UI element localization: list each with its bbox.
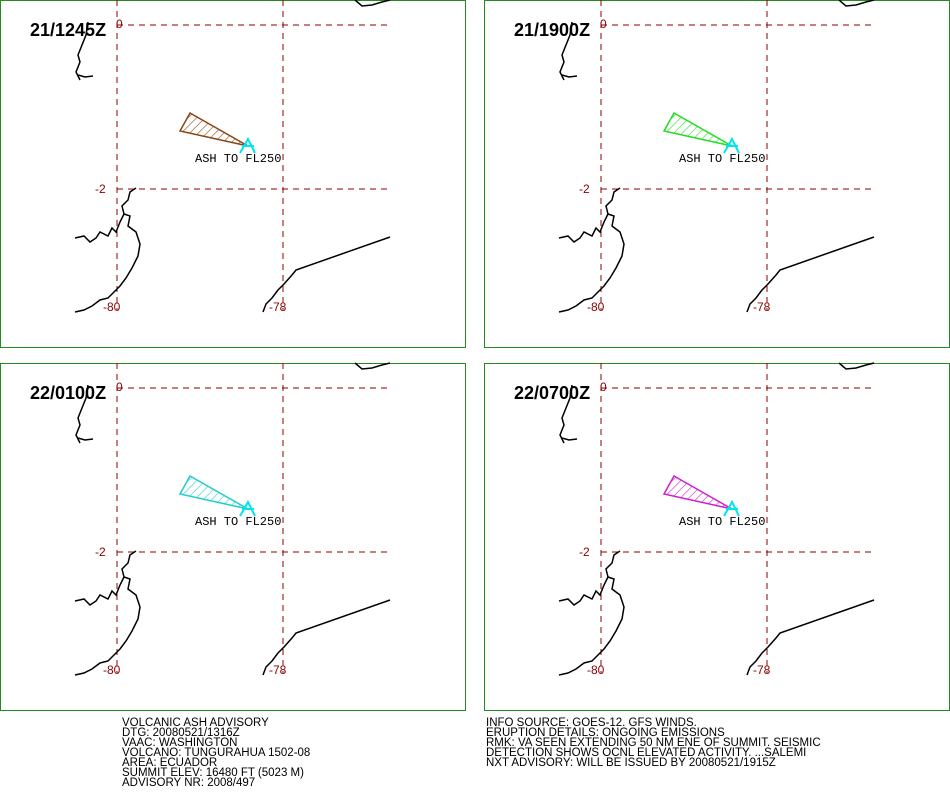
lon-label: -80 xyxy=(103,663,121,677)
panel-border xyxy=(0,0,466,348)
time-label: 21/1900Z xyxy=(514,20,590,40)
coastline xyxy=(558,576,625,676)
advisory-line: AREA: ECUADOR xyxy=(122,757,217,769)
advisory-line: RMK: VA SEEN EXTENDING 50 NM ENE OF SUMM… xyxy=(486,737,821,749)
lat-label: 0 xyxy=(116,380,123,394)
coastline xyxy=(838,362,875,370)
panel-border xyxy=(484,0,950,348)
coastline xyxy=(262,236,391,313)
ash-label: ASH TO FL250 xyxy=(195,515,281,529)
coastline xyxy=(559,384,573,444)
lat-label: 0 xyxy=(116,17,123,31)
coastline xyxy=(558,213,625,313)
map-panel: 0 -2 -80 -78 22/0100Z ASH TO FL250 xyxy=(0,362,466,711)
ash-area xyxy=(178,474,249,510)
panel-border xyxy=(484,363,950,711)
advisory-line: ADVISORY NR: 2008/497 xyxy=(122,777,255,789)
coastline xyxy=(559,21,573,81)
advisory-line: VOLCANO: TUNGURAHUA 1502-08 xyxy=(122,747,310,759)
volcano-symbol xyxy=(239,136,256,154)
lon-label: -78 xyxy=(753,300,771,314)
advisory-line: NXT ADVISORY: WILL BE ISSUED BY 20080521… xyxy=(486,757,776,769)
time-label: 22/0100Z xyxy=(30,383,106,403)
coastline xyxy=(74,576,141,676)
coastline xyxy=(262,599,391,676)
lon-label: -78 xyxy=(753,663,771,677)
advisory-line: SUMMIT ELEV: 16480 FT (5023 M) xyxy=(122,767,304,779)
coastline xyxy=(74,187,137,243)
advisory-line: ERUPTION DETAILS: ONGOING EMISSIONS xyxy=(486,727,725,739)
coastline xyxy=(746,236,875,313)
advisory-line: VAAC: WASHINGTON xyxy=(122,737,237,749)
time-label: 22/0700Z xyxy=(514,383,590,403)
coastline xyxy=(77,437,94,441)
volcano-symbol xyxy=(239,499,256,517)
panel-border xyxy=(0,363,466,711)
coastline xyxy=(75,384,89,444)
lat-label: 0 xyxy=(600,17,607,31)
map-panel: 0 -2 -80 -78 21/1900Z ASH TO FL250 xyxy=(484,0,950,348)
ash-area xyxy=(178,111,249,147)
lon-label: -78 xyxy=(269,300,287,314)
lon-label: -80 xyxy=(587,663,605,677)
lat-label: 0 xyxy=(600,380,607,394)
volcano-symbol xyxy=(723,499,740,517)
lon-label: -80 xyxy=(587,300,605,314)
ash-area xyxy=(662,111,733,147)
coastline xyxy=(77,74,94,78)
coastline xyxy=(558,550,621,606)
lat-label: -2 xyxy=(579,545,590,559)
coastline xyxy=(75,21,89,81)
coastline xyxy=(74,550,137,606)
coastline xyxy=(561,437,578,441)
advisory-line: VOLCANIC ASH ADVISORY xyxy=(122,717,269,729)
ash-label: ASH TO FL250 xyxy=(195,152,281,166)
lat-label: -2 xyxy=(95,545,106,559)
lat-label: -2 xyxy=(579,182,590,196)
lon-label: -78 xyxy=(269,663,287,677)
ash-label: ASH TO FL250 xyxy=(679,515,765,529)
lat-label: -2 xyxy=(95,182,106,196)
lon-label: -80 xyxy=(103,300,121,314)
time-label: 21/1245Z xyxy=(30,20,106,40)
advisory-line: DTG: 20080521/1316Z xyxy=(122,727,240,739)
map-panel: 0 -2 -80 -78 21/1245Z ASH TO FL250 xyxy=(0,0,466,348)
coastline xyxy=(354,362,391,370)
coastline xyxy=(354,0,391,7)
coastline xyxy=(561,74,578,78)
ash-label: ASH TO FL250 xyxy=(679,152,765,166)
advisory-line: DETECTION SHOWS OCNL ELEVATED ACTIVITY. … xyxy=(486,747,806,759)
ash-area xyxy=(662,474,733,510)
coastline xyxy=(558,187,621,243)
volcano-symbol xyxy=(723,136,740,154)
coastline xyxy=(74,213,141,313)
map-panel: 0 -2 -80 -78 22/0700Z ASH TO FL250 xyxy=(484,362,950,711)
coastline xyxy=(838,0,875,7)
coastline xyxy=(746,599,875,676)
advisory-line: INFO SOURCE: GOES-12. GFS WINDS. xyxy=(486,717,697,729)
